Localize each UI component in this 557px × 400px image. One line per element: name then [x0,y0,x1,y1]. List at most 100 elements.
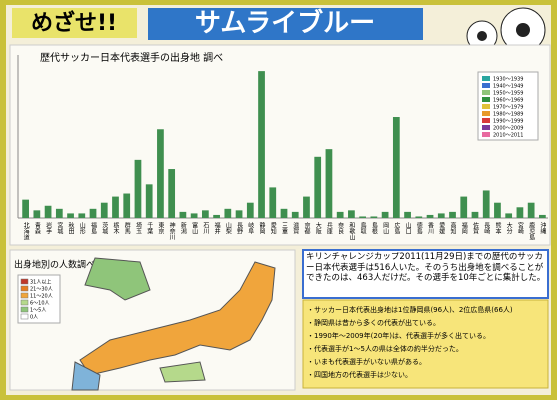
legend-label: 1970〜1979 [493,105,523,111]
x-tick-label: 京都 [303,221,310,235]
x-tick-label: 熊本 [494,221,501,235]
x-tick-label: 愛媛 [438,221,445,235]
x-tick-label: 三重 [281,222,288,234]
x-tick-label: 岡山 [382,222,389,235]
x-tick-label: 宮崎 [516,221,523,234]
map-legend-swatch [21,279,28,284]
x-tick-label: 千葉 [146,221,153,235]
x-tick-label: 滋賀 [292,221,299,235]
bar [236,210,243,218]
bar [505,213,512,218]
legend-label: 1930〜1939 [493,77,523,83]
point-text: ・サッカー日本代表出身地は1位静岡県(96人)、2位広島県(66人) [307,305,513,314]
bar [247,203,254,218]
x-tick-label: 山形 [78,221,85,235]
x-tick-label: 宮城 [56,221,63,235]
bar [460,197,467,218]
x-tick-label: 島根 [370,221,377,235]
map-legend-label: 31人以上 [30,279,51,286]
x-tick-label: 大分 [505,221,512,235]
x-tick-label: 佐賀 [471,221,478,235]
x-tick-label: 大阪 [314,221,321,235]
bar [483,190,490,218]
bar [67,213,74,218]
x-tick-label: 神奈川 [168,221,175,240]
legend-label: 2010〜2011 [493,133,523,139]
x-tick-label: 秋田 [67,221,74,235]
bar [314,157,321,218]
bar [281,209,288,218]
title-a: めざせ!! [31,10,117,36]
x-tick-label: 富山 [191,221,198,235]
bar [180,212,187,218]
x-tick-label: 広島 [393,221,400,235]
legend-swatch [482,97,490,102]
point-text: ・いまも代表選手がいない県がある。 [307,357,426,366]
x-tick-label: 群馬 [123,221,130,235]
poster: めざせ!! サムライブルー 歴代サッカー日本代表選手の出身地 調べ 1930〜1… [0,0,557,400]
bar [528,203,535,218]
bar [269,187,276,218]
map-legend-label: 6〜10人 [30,301,50,307]
bar [213,215,220,218]
title-b: サムライブルー [195,8,375,39]
bar [258,71,265,218]
map-title: 出身地別の人数調べ [14,259,95,271]
bar [427,215,434,218]
x-tick-label: 栃木 [112,221,119,235]
bar [157,129,164,218]
x-tick-label: 長野 [236,222,243,234]
legend-swatch [482,83,490,88]
soccer-ball-patch [477,31,487,41]
bar [371,216,378,218]
x-tick-label: 福岡 [460,221,467,235]
x-tick-label: 北海道 [22,221,29,241]
x-tick-label: 長崎 [483,222,490,234]
bar [494,203,501,218]
bar [517,207,524,218]
x-tick-label: 静岡 [258,221,265,235]
bar [191,213,198,218]
bar [438,213,445,218]
x-tick-label: 東京 [157,221,164,235]
bar [78,213,85,218]
legend-swatch [482,118,490,123]
chart-title: 歴代サッカー日本代表選手の出身地 調べ [40,51,223,64]
legend-label: 1980〜1989 [493,112,523,118]
bar [292,212,299,218]
x-tick-label: 福井 [213,221,220,235]
x-tick-label: 山口 [404,221,411,235]
bar [415,216,422,218]
x-tick-label: 青森 [33,221,40,235]
map-legend-label: 11〜20人 [30,294,53,300]
x-tick-label: 山梨 [224,221,231,235]
map-legend-label: 0人 [30,315,38,321]
point-text: ・代表選手が1〜5人の県は全体の約半分だった。 [307,344,463,353]
intro-text: キリンチャレンジカップ2011(11月29日)までの歴代のサッカー日本代表選手は… [306,252,546,284]
point-text: ・静岡県は昔から多くの代表が出ている。 [307,318,440,327]
legend-label: 1940〜1949 [493,84,523,90]
bar [112,197,119,218]
x-tick-label: 鹿児島 [528,221,535,241]
x-tick-label: 愛知 [269,221,276,235]
x-tick-label: 埼玉 [134,221,141,234]
bar [90,209,97,218]
bar [146,184,153,218]
bar [359,216,366,218]
legend: 1930〜19391940〜19491950〜19591960〜19691970… [482,76,523,139]
soccer-ball-patch [516,23,530,37]
x-tick-label: 新潟 [179,221,186,235]
x-tick-label: 徳島 [415,221,422,235]
map-legend-swatch [21,293,28,298]
x-tick-label: 奈良 [337,221,344,235]
bar [472,212,479,218]
bar [404,212,411,218]
bar [303,197,310,218]
bar [449,212,456,218]
x-tick-label: 和歌山 [348,221,355,241]
x-tick-label: 岐阜 [247,221,254,235]
point-text: ・1990年〜2009年(20年)は、代表選手が多く出ている。 [307,331,490,340]
x-tick-label: 香川 [427,221,434,234]
bar [224,209,231,218]
map-legend-swatch [21,300,28,305]
